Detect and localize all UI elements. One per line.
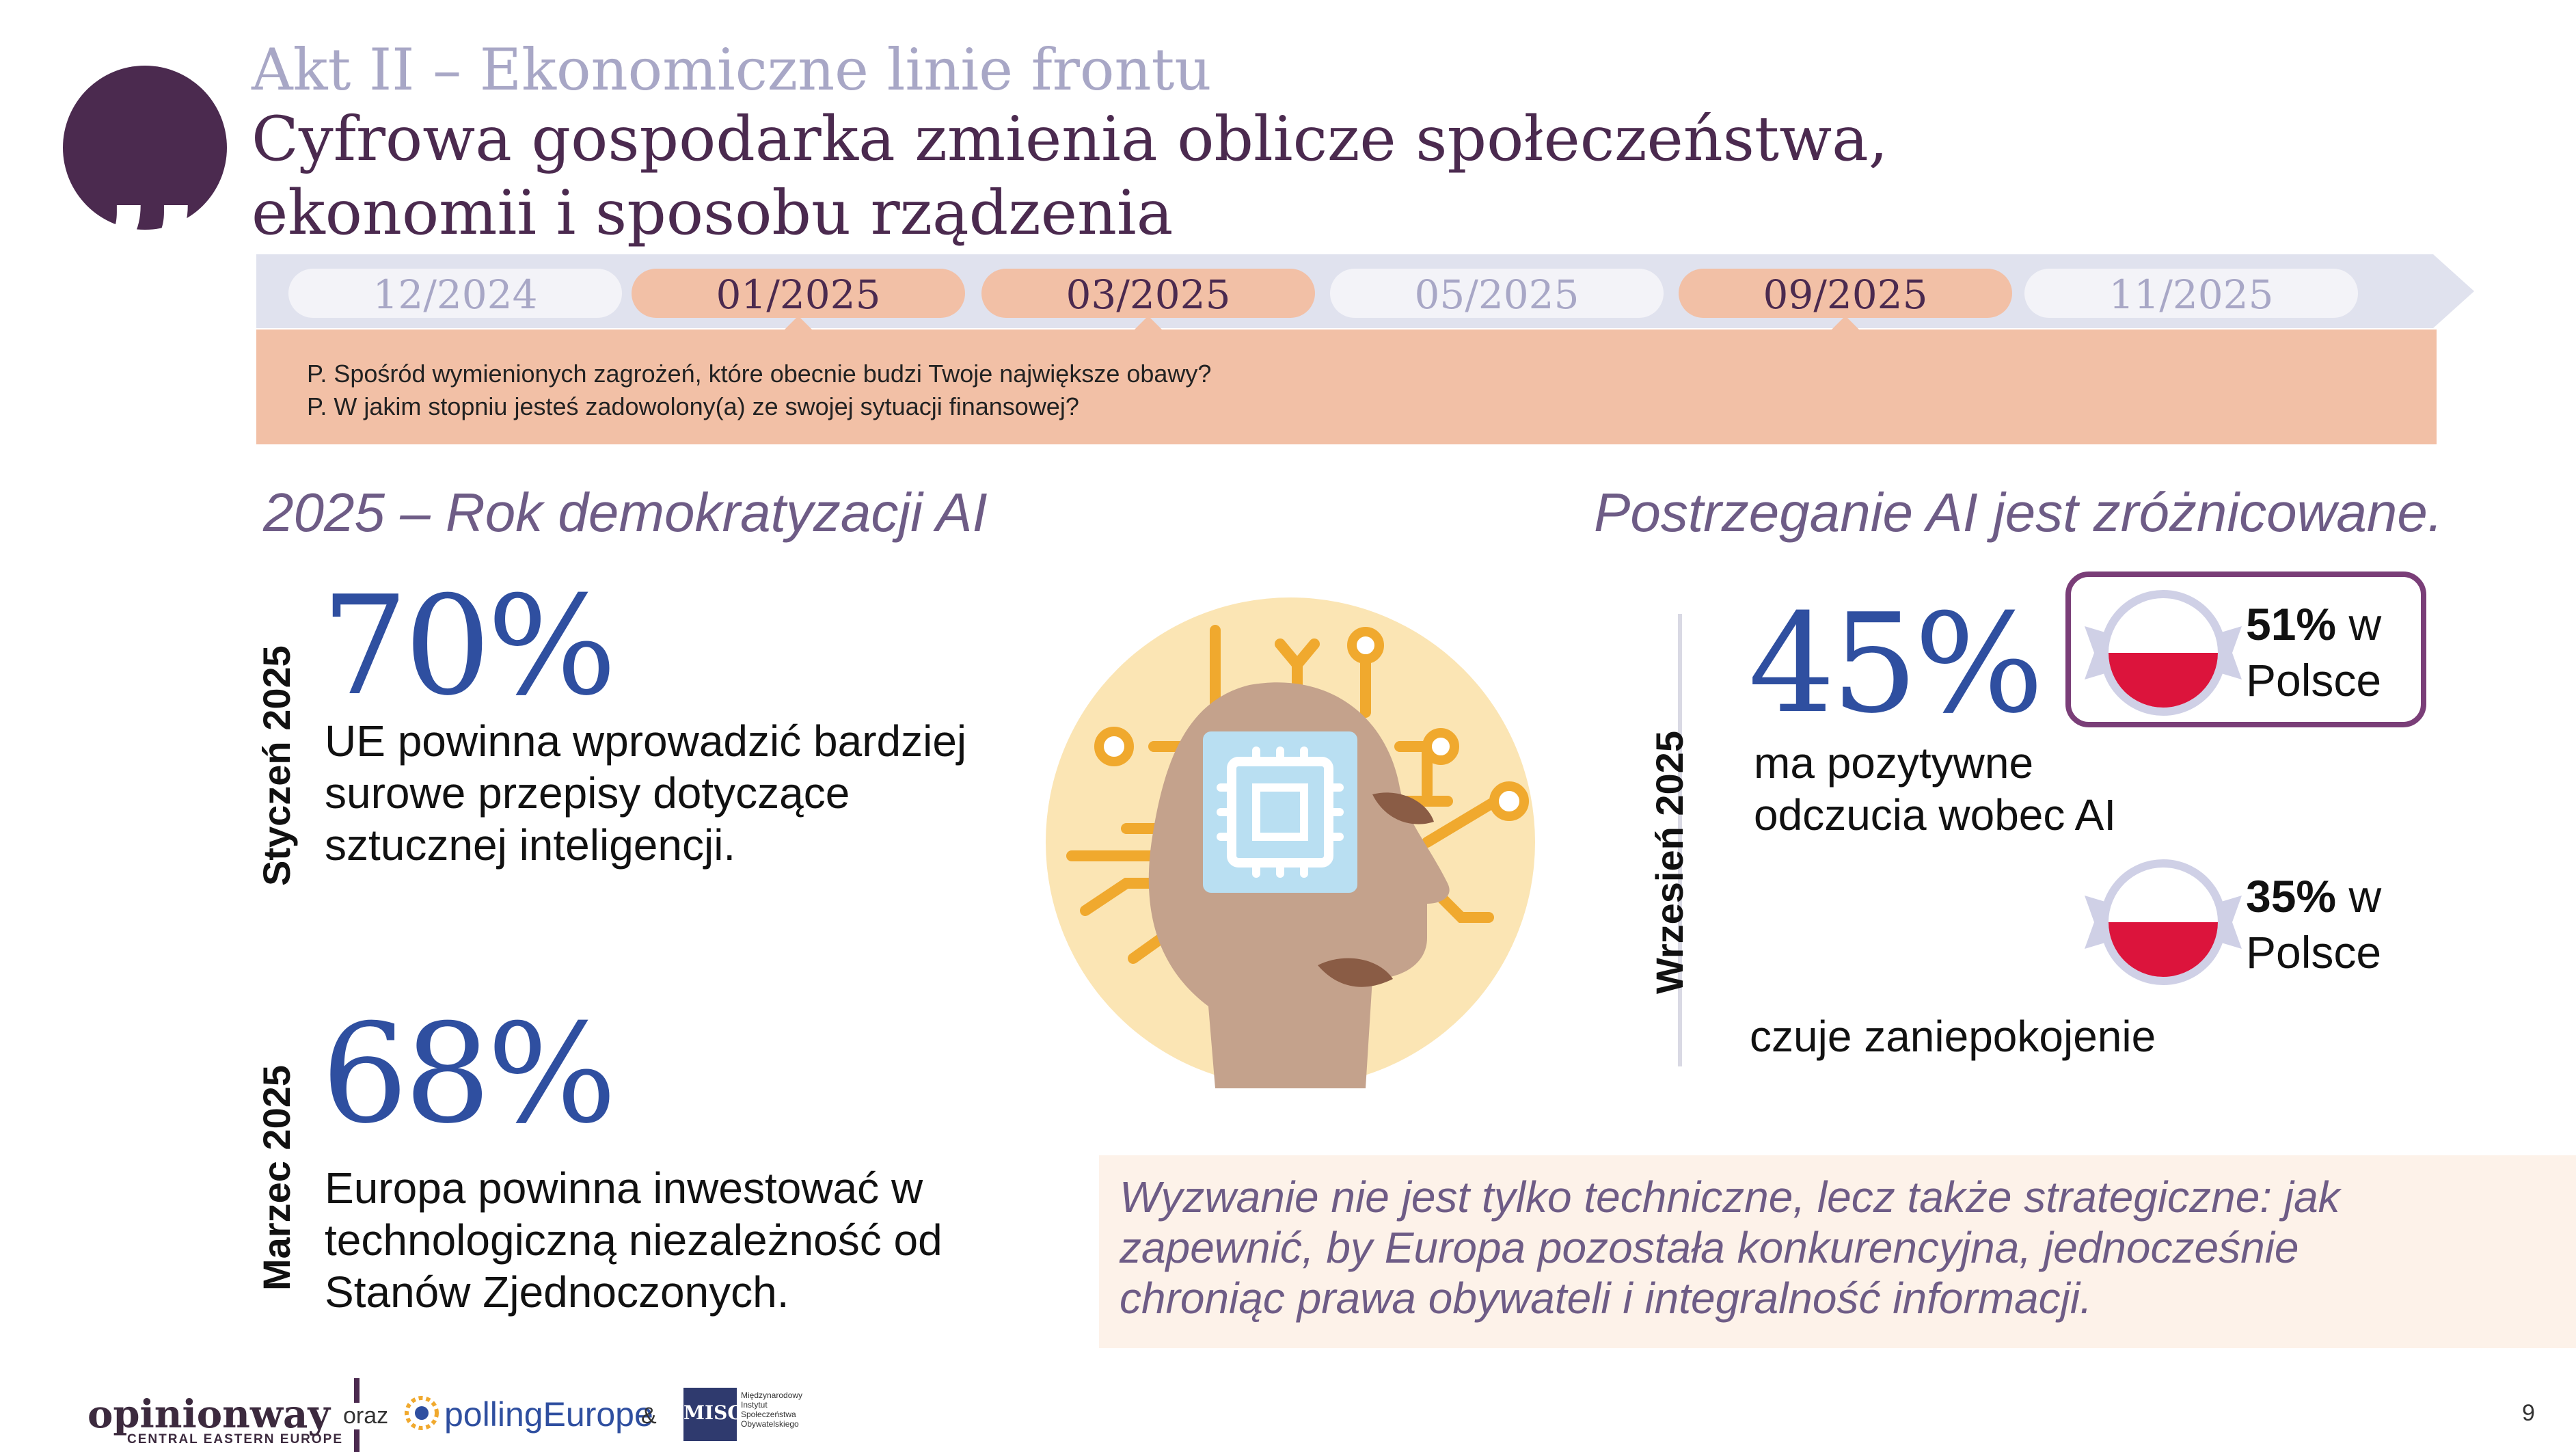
quote-line: zapewnić, by Europa pozostała konkurency… (1120, 1223, 2299, 1272)
period-label-march: Marzec 2025 (255, 1064, 298, 1291)
stat-value-45: 45% (1748, 584, 2044, 744)
title-line-1: Cyfrowa gospodarka zmienia oblicze społe… (252, 103, 1888, 175)
left-section-heading: 2025 – Rok demokratyzacji AI (263, 482, 988, 543)
miso-caption-line: Społeczeństwa (741, 1410, 796, 1419)
poland-positive-pct: 51% (2246, 599, 2337, 649)
poland-positive-suffix: w (2336, 599, 2382, 649)
timeline-item-12-2024: 12/2024 (288, 269, 622, 318)
miso-logo: MISO (683, 1388, 744, 1441)
timeline-pointer (783, 316, 813, 331)
stat-text-line: ma pozytywne (1754, 738, 2034, 788)
poland-concern-pct: 35% (2246, 871, 2337, 922)
stat-text-march: Europa powinna inwestować w technologicz… (325, 1162, 1063, 1318)
period-label-september: Wrzesień 2025 (1648, 731, 1691, 994)
stat-value-70: 70% (321, 567, 617, 726)
timeline-pointer (1830, 316, 1860, 331)
miso-caption-line: Instytut (741, 1400, 768, 1410)
vertical-divider (1678, 614, 1682, 1066)
stat-text-line: sztucznej inteligencji. (325, 820, 736, 870)
poland-concern-suffix: w (2336, 871, 2382, 922)
page-title: Cyfrowa gospodarka zmienia oblicze społe… (252, 103, 1960, 250)
miso-caption: Międzynarodowy Instytut Społeczeństwa Ob… (741, 1390, 802, 1429)
strategic-quote-box: Wyzwanie nie jest tylko techniczne, lecz… (1099, 1155, 2576, 1348)
ai-head-icon (1046, 597, 1535, 1088)
footer-oraz: oraz (338, 1403, 394, 1429)
miso-mark: MISO (683, 1401, 744, 1424)
quote-line: chroniąc prawa obywateli i integralność … (1120, 1274, 2092, 1323)
polling-europe-icon (405, 1396, 439, 1430)
stat-text-january: UE powinna wprowadzić bardziej surowe pr… (325, 715, 1063, 871)
timeline-item-05-2025: 05/2025 (1330, 269, 1664, 318)
poland-flag-icon (2085, 859, 2242, 985)
footer-ampersand: & (641, 1403, 657, 1429)
stat-text-line: surowe przepisy dotyczące (325, 768, 850, 818)
concern-text: czuje zaniepokojenie (1750, 1012, 2156, 1061)
miso-caption-line: Obywatelskiego (741, 1419, 799, 1429)
poland-positive-text: 51% w Polsce (2246, 596, 2381, 708)
poland-positive-box (2065, 572, 2426, 727)
right-section-heading: Postrzeganie AI jest zróżnicowane. (1594, 482, 2443, 543)
question-2: P. W jakim stopniu jesteś zadowolony(a) … (307, 392, 1079, 420)
stat-text-september: ma pozytywne odczucia wobec AI (1754, 737, 2232, 841)
stat-text-line: Stanów Zjednoczonych. (325, 1267, 789, 1317)
period-label-january: Styczeń 2025 (255, 645, 298, 886)
timeline-arrow-icon (2433, 254, 2474, 328)
stat-text-line: Europa powinna inwestować w (325, 1164, 923, 1213)
opinionway-logo-subtitle: CENTRAL EASTERN EUROPE (127, 1432, 344, 1447)
title-line-2: ekonomii i sposobu rządzenia (252, 177, 1174, 249)
poland-flag-icon (2085, 590, 2242, 716)
quote-line: Wyzwanie nie jest tylko techniczne, lecz… (1120, 1172, 2340, 1222)
opinionway-logo: opinionway (87, 1392, 330, 1437)
poland-concern-text: 35% w Polsce (2246, 868, 2381, 980)
stat-text-line: odczucia wobec AI (1754, 790, 2117, 839)
timeline-item-03-2025: 03/2025 (981, 269, 1315, 318)
strategic-quote: Wyzwanie nie jest tylko techniczne, lecz… (1120, 1172, 2555, 1323)
miso-caption-line: Międzynarodowy (741, 1390, 803, 1400)
stat-text-line: UE powinna wprowadzić bardziej (325, 716, 967, 766)
polling-europe-logo: pollingEurope (444, 1395, 653, 1434)
timeline-item-09-2025: 09/2025 (1679, 269, 2012, 318)
stat-value-68: 68% (321, 995, 617, 1154)
poland-concern-country: Polsce (2246, 927, 2382, 978)
timeline-item-11-2025: 11/2025 (2024, 269, 2358, 318)
question-1: P. Spośród wymienionych zagrożeń, które … (307, 360, 1212, 388)
page-number: 9 (2522, 1400, 2535, 1426)
poland-positive-country: Polsce (2246, 655, 2382, 705)
act-title: Akt II – Ekonomiczne linie frontu (252, 36, 1212, 103)
stat-text-line: technologiczną niezależność od (325, 1215, 943, 1265)
questions-box: P. Spośród wymienionych zagrożeń, które … (256, 330, 2437, 444)
quote-icon: ,, (63, 66, 227, 257)
timeline-pointer (1133, 316, 1163, 331)
timeline-item-01-2025: 01/2025 (632, 269, 965, 318)
